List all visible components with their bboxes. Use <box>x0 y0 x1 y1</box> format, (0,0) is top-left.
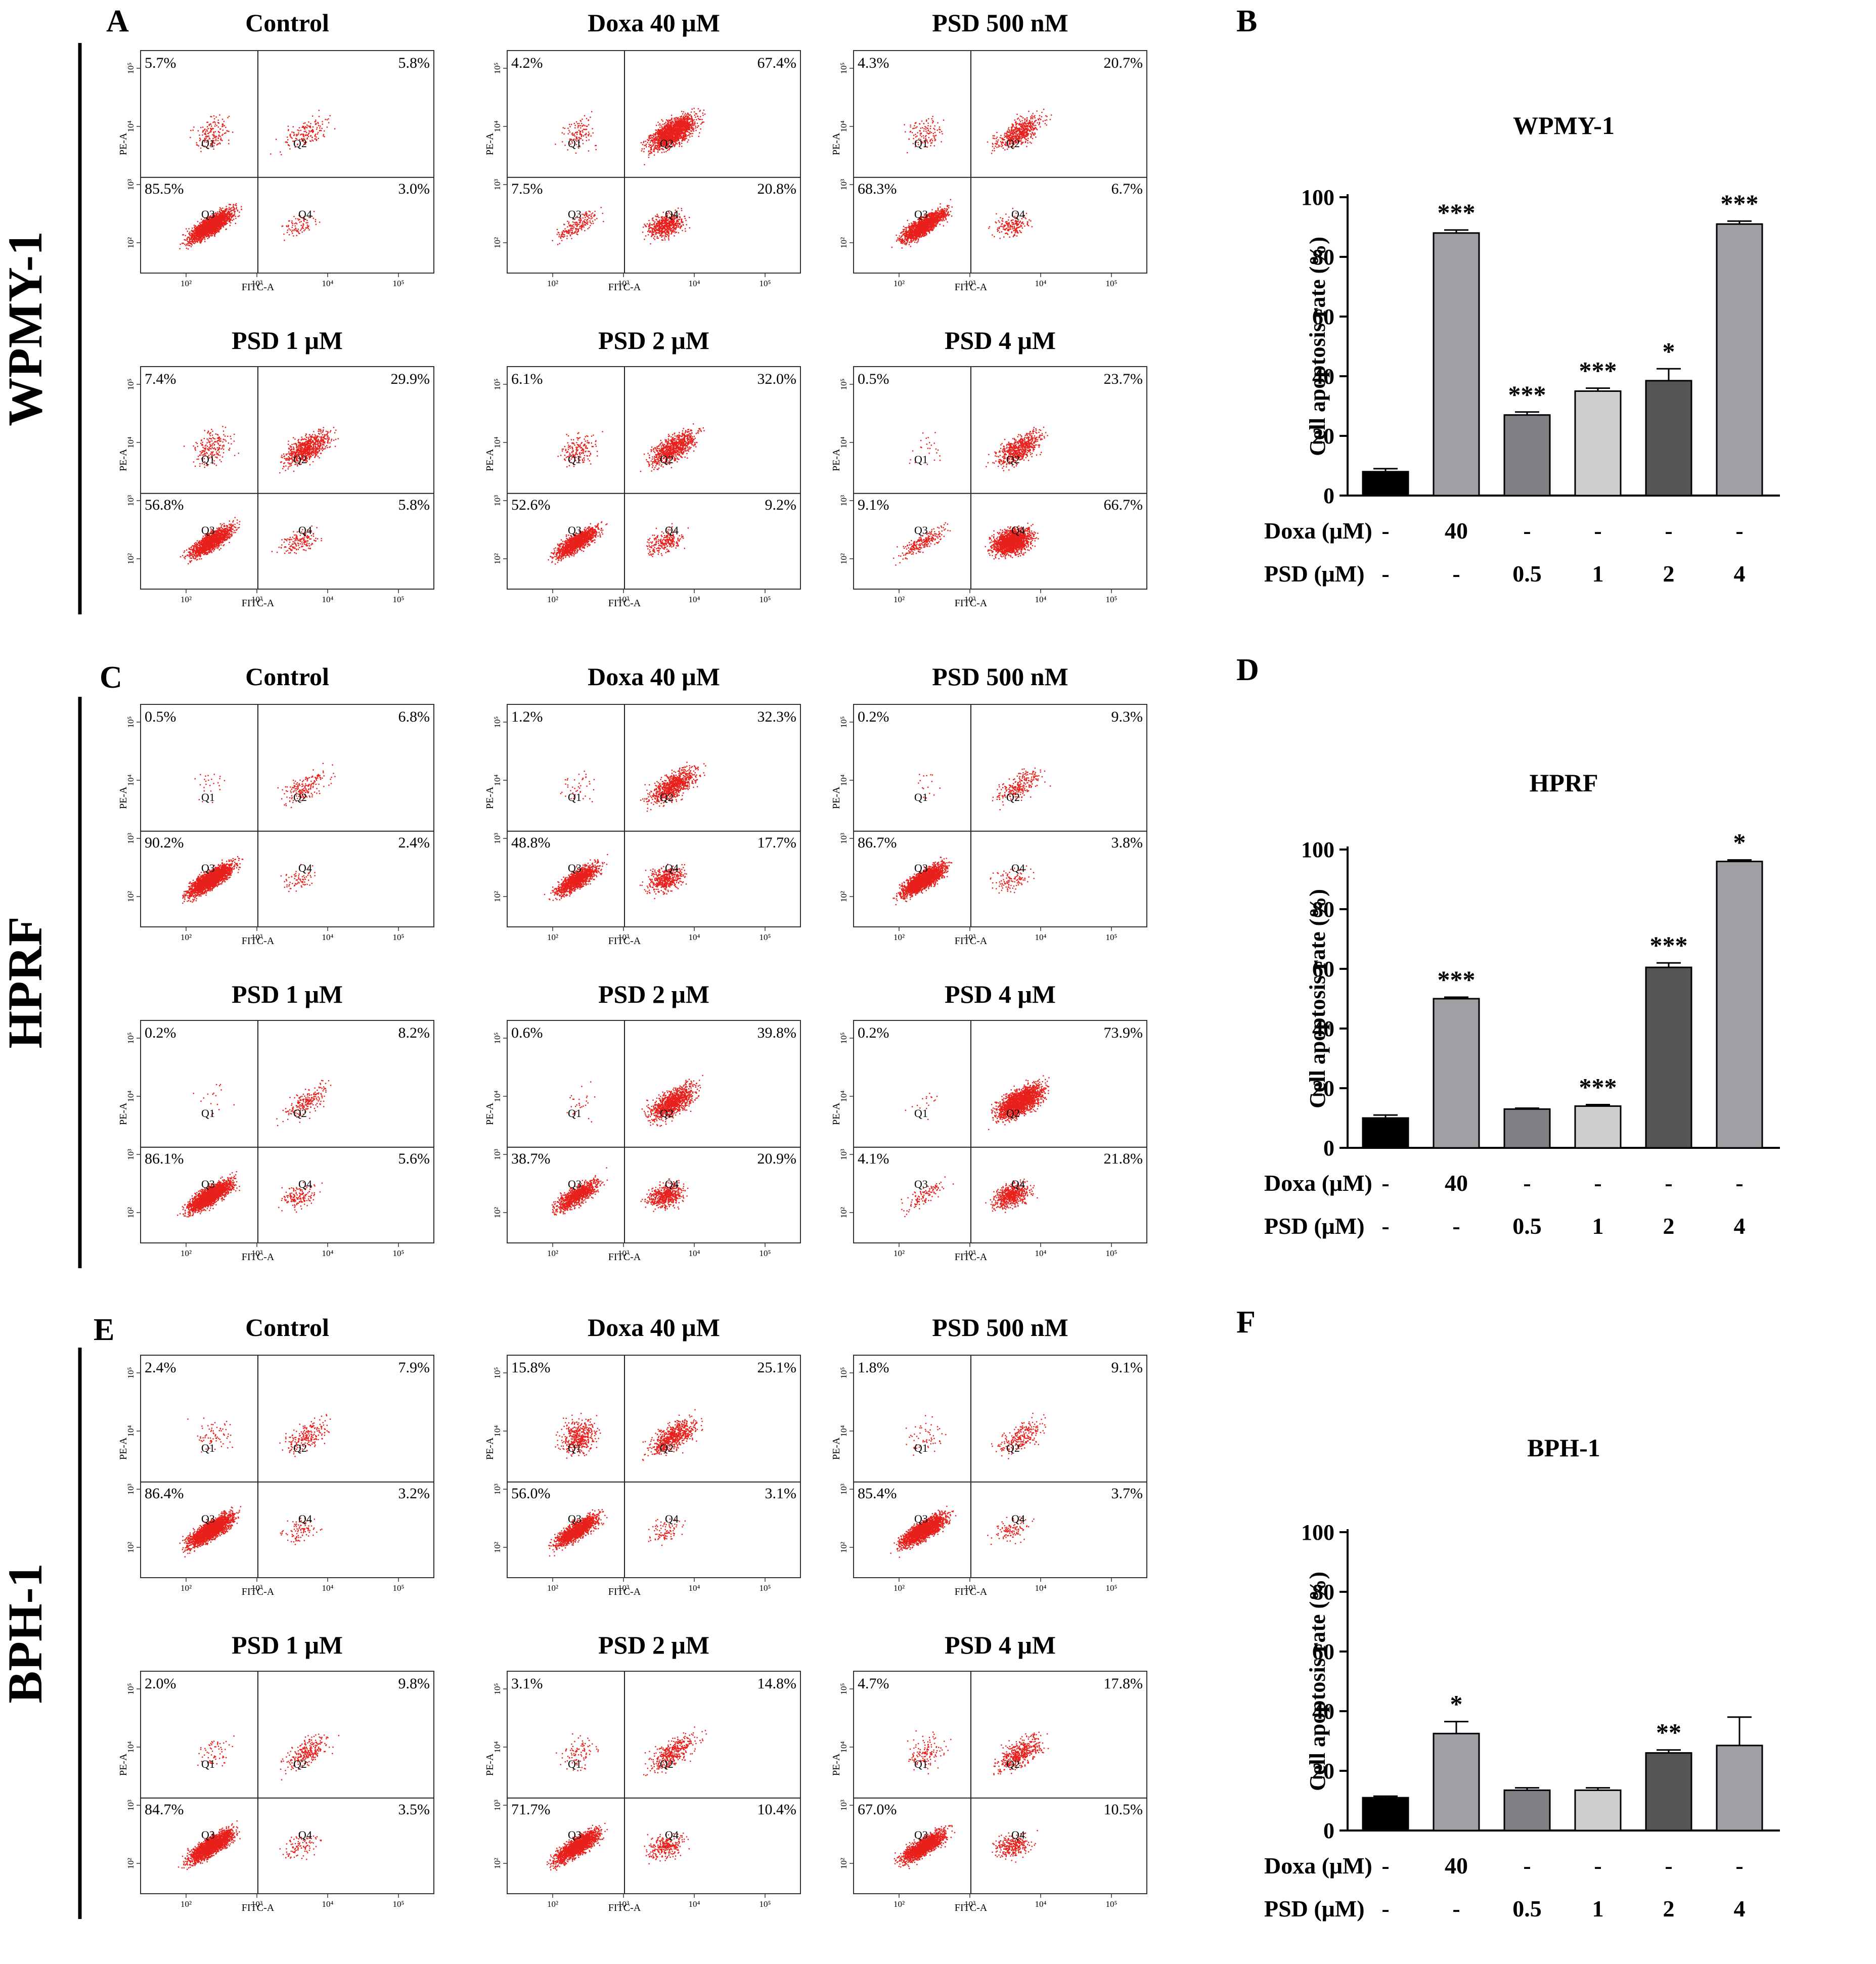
scatter-point <box>180 244 181 245</box>
scatter-point <box>194 225 195 226</box>
panel-letter-f: F <box>1236 1305 1256 1340</box>
cell-line-label-1: WPMY-1 <box>0 231 52 426</box>
scatter-point <box>190 235 191 236</box>
scatter-point <box>230 225 231 226</box>
panel-letter-c: C <box>100 660 122 695</box>
panel-letter-d: D <box>1236 653 1259 687</box>
flow-plot: Control5.7% 5.8%85.5% 3.0%Q1 Q2Q3 Q410² 10³ 10… <box>118 9 434 293</box>
scatter-point <box>234 213 235 214</box>
scatter-point <box>233 204 234 205</box>
scatter-point <box>191 246 192 247</box>
scatter-point <box>238 216 239 217</box>
panel-letter-b: B <box>1236 4 1257 38</box>
scatter-point <box>215 212 216 213</box>
scatter-point <box>187 245 188 246</box>
scatter-point <box>184 239 185 240</box>
scatter-point <box>226 229 227 230</box>
panel-letter-a: A <box>106 4 129 38</box>
scatter-point <box>195 230 196 231</box>
scatter-point <box>194 226 195 227</box>
scatter-point <box>219 211 220 212</box>
scatter-point <box>229 207 230 208</box>
scatter-point <box>187 231 188 232</box>
scatter-point <box>186 244 187 245</box>
scatter-point <box>220 208 221 209</box>
scatter-point <box>235 223 236 224</box>
panel-letter-e: E <box>94 1313 114 1347</box>
scatter-point <box>201 222 202 223</box>
scatter-point <box>231 210 232 211</box>
flow-plot-title: Control <box>245 9 329 37</box>
scatter-point <box>236 208 237 209</box>
scatter-point <box>199 222 200 224</box>
scatter-point <box>219 209 220 210</box>
scatter-point <box>237 210 238 211</box>
scatter-point <box>233 206 234 207</box>
scatter-point <box>192 228 193 229</box>
scatter-point <box>184 244 185 245</box>
scatter-point <box>186 240 187 241</box>
scatter-point <box>197 239 198 240</box>
flow-cytometry-layer: WPMY-1 Control5.7% 5.8%85.5% 3.0%Q1 Q2Q3 Q410… <box>0 9 1147 1919</box>
scatter-point <box>232 220 233 221</box>
figure-canvas: A B C D E F WPMY-1 Control5.7% 5.8%85.5% 3.… <box>0 0 1876 1964</box>
scatter-point <box>234 209 235 210</box>
scatter-point <box>239 215 240 216</box>
scatter-point <box>185 235 186 236</box>
flow-scatter-points <box>180 110 336 250</box>
scatter-point <box>207 238 208 239</box>
scatter-point <box>241 206 242 207</box>
